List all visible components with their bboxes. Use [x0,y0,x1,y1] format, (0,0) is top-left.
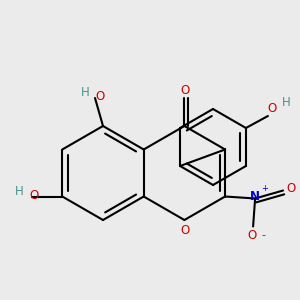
Text: O: O [95,89,105,103]
Text: H: H [281,95,290,109]
Text: H: H [15,185,24,198]
Text: O: O [30,189,39,202]
Text: -: - [261,230,265,241]
Text: O: O [181,85,190,98]
Text: H: H [81,85,89,98]
Text: +: + [261,184,268,193]
Text: O: O [286,182,296,195]
Text: O: O [248,229,257,242]
Text: O: O [181,224,190,236]
Text: O: O [267,101,277,115]
Text: N: N [250,190,260,203]
